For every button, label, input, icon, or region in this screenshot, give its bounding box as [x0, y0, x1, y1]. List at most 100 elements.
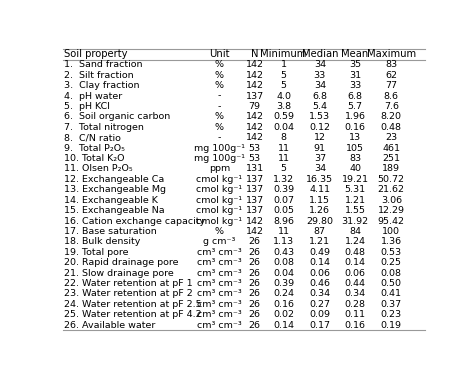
Text: 0.59: 0.59 — [273, 113, 294, 122]
Text: 13: 13 — [349, 133, 361, 142]
Text: 83: 83 — [385, 60, 397, 69]
Text: 0.34: 0.34 — [309, 289, 330, 298]
Text: 142: 142 — [246, 133, 264, 142]
Text: mg 100g⁻¹: mg 100g⁻¹ — [194, 154, 245, 163]
Text: 105: 105 — [346, 144, 364, 153]
Text: 4.0: 4.0 — [276, 92, 291, 101]
Text: 1.21: 1.21 — [310, 237, 330, 246]
Text: cmol kg⁻¹: cmol kg⁻¹ — [196, 217, 243, 226]
Text: 142: 142 — [246, 60, 264, 69]
Text: 53: 53 — [249, 154, 261, 163]
Text: 5.4: 5.4 — [312, 102, 328, 111]
Text: 26: 26 — [249, 321, 261, 329]
Text: 19. Total pore: 19. Total pore — [64, 248, 129, 257]
Text: 1.13: 1.13 — [273, 237, 294, 246]
Text: cmol kg⁻¹: cmol kg⁻¹ — [196, 185, 243, 194]
Text: 0.08: 0.08 — [381, 269, 402, 278]
Text: 16. Cation exchange capacity: 16. Cation exchange capacity — [64, 217, 206, 226]
Text: 3.06: 3.06 — [381, 196, 402, 205]
Text: 12. Exchangeable Ca: 12. Exchangeable Ca — [64, 175, 164, 184]
Text: 5: 5 — [281, 71, 287, 80]
Text: 7.  Total nitrogen: 7. Total nitrogen — [64, 123, 144, 132]
Text: %: % — [215, 113, 224, 122]
Text: 0.53: 0.53 — [381, 248, 402, 257]
Text: 0.39: 0.39 — [273, 185, 294, 194]
Text: 0.41: 0.41 — [381, 289, 402, 298]
Text: 23. Water retention at pF 2: 23. Water retention at pF 2 — [64, 289, 193, 298]
Text: %: % — [215, 227, 224, 236]
Text: 53: 53 — [249, 144, 261, 153]
Text: 0.06: 0.06 — [345, 269, 365, 278]
Text: 0.50: 0.50 — [381, 279, 402, 288]
Text: 0.14: 0.14 — [345, 258, 365, 267]
Text: 142: 142 — [246, 227, 264, 236]
Text: -: - — [218, 133, 221, 142]
Text: 142: 142 — [246, 81, 264, 90]
Text: cm³ cm⁻³: cm³ cm⁻³ — [197, 258, 242, 267]
Text: 251: 251 — [383, 154, 401, 163]
Text: 0.43: 0.43 — [273, 248, 294, 257]
Text: 142: 142 — [246, 113, 264, 122]
Text: cm³ cm⁻³: cm³ cm⁻³ — [197, 279, 242, 288]
Text: 10. Total K₂O: 10. Total K₂O — [64, 154, 125, 163]
Text: 26: 26 — [249, 300, 261, 309]
Text: %: % — [215, 71, 224, 80]
Text: 5.  pH KCl: 5. pH KCl — [64, 102, 110, 111]
Text: 11: 11 — [278, 154, 290, 163]
Text: cmol kg⁻¹: cmol kg⁻¹ — [196, 196, 243, 205]
Text: 5.7: 5.7 — [347, 102, 363, 111]
Text: 4.  pH water: 4. pH water — [64, 92, 123, 101]
Text: 31.92: 31.92 — [342, 217, 369, 226]
Text: Maximum: Maximum — [367, 49, 416, 59]
Text: 77: 77 — [385, 81, 397, 90]
Text: cm³ cm⁻³: cm³ cm⁻³ — [197, 321, 242, 329]
Text: 79: 79 — [249, 102, 261, 111]
Text: cm³ cm⁻³: cm³ cm⁻³ — [197, 269, 242, 278]
Text: 83: 83 — [349, 154, 361, 163]
Text: 34: 34 — [314, 60, 326, 69]
Text: 0.11: 0.11 — [345, 310, 365, 319]
Text: N: N — [251, 49, 258, 59]
Text: 0.09: 0.09 — [310, 310, 330, 319]
Text: g cm⁻³: g cm⁻³ — [203, 237, 236, 246]
Text: 29.80: 29.80 — [306, 217, 333, 226]
Text: 34: 34 — [314, 165, 326, 174]
Text: %: % — [215, 60, 224, 69]
Text: 26: 26 — [249, 269, 261, 278]
Text: 3.  Clay fraction: 3. Clay fraction — [64, 81, 140, 90]
Text: 0.24: 0.24 — [273, 289, 294, 298]
Text: 18. Bulk density: 18. Bulk density — [64, 237, 141, 246]
Text: 0.14: 0.14 — [310, 258, 330, 267]
Text: cmol kg⁻¹: cmol kg⁻¹ — [196, 175, 243, 184]
Text: 461: 461 — [383, 144, 401, 153]
Text: 137: 137 — [246, 206, 264, 215]
Text: cm³ cm⁻³: cm³ cm⁻³ — [197, 248, 242, 257]
Text: 0.16: 0.16 — [345, 321, 365, 329]
Text: cmol kg⁻¹: cmol kg⁻¹ — [196, 206, 243, 215]
Text: 0.34: 0.34 — [345, 289, 365, 298]
Text: 0.14: 0.14 — [273, 321, 294, 329]
Text: 26: 26 — [249, 258, 261, 267]
Text: 34: 34 — [314, 81, 326, 90]
Text: 0.46: 0.46 — [310, 279, 330, 288]
Text: 0.04: 0.04 — [273, 269, 294, 278]
Text: 8.96: 8.96 — [273, 217, 294, 226]
Text: 0.16: 0.16 — [345, 123, 365, 132]
Text: 0.05: 0.05 — [273, 206, 294, 215]
Text: 19.21: 19.21 — [342, 175, 369, 184]
Text: 137: 137 — [246, 92, 264, 101]
Text: 0.49: 0.49 — [310, 248, 330, 257]
Text: 2.  Silt fraction: 2. Silt fraction — [64, 71, 134, 80]
Text: 87: 87 — [314, 227, 326, 236]
Text: 7.6: 7.6 — [384, 102, 399, 111]
Text: 6.  Soil organic carbon: 6. Soil organic carbon — [64, 113, 171, 122]
Text: 0.23: 0.23 — [381, 310, 402, 319]
Text: 1.96: 1.96 — [345, 113, 365, 122]
Text: 4.11: 4.11 — [310, 185, 330, 194]
Text: 1.15: 1.15 — [310, 196, 330, 205]
Text: 26: 26 — [249, 237, 261, 246]
Text: 1.24: 1.24 — [345, 237, 365, 246]
Text: Median: Median — [301, 49, 338, 59]
Text: 40: 40 — [349, 165, 361, 174]
Text: Minimum: Minimum — [260, 49, 307, 59]
